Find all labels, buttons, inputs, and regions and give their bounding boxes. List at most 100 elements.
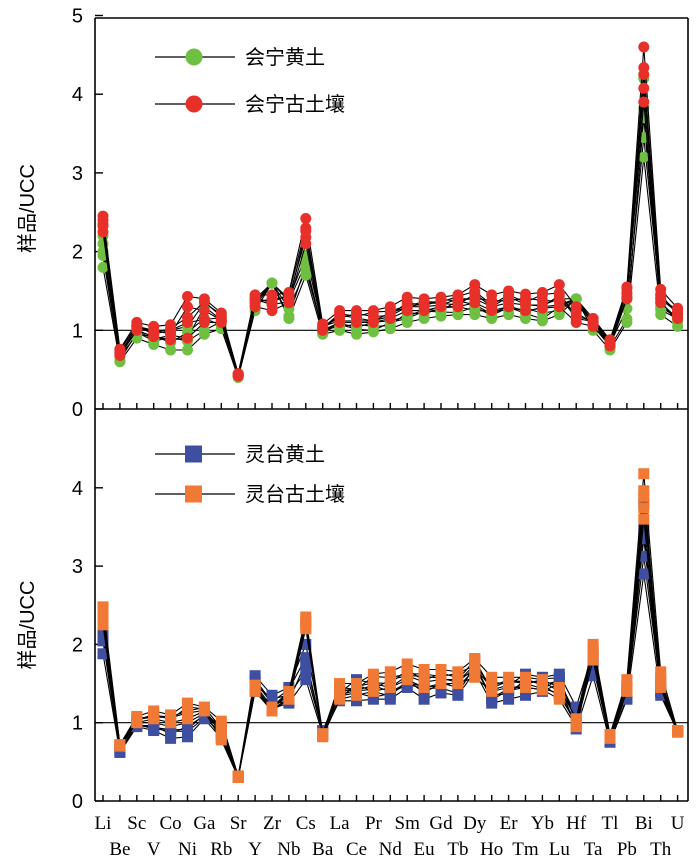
data-point	[570, 311, 582, 323]
data-point	[638, 62, 650, 74]
data-point	[182, 290, 193, 302]
data-point	[452, 666, 464, 678]
y-tick-label: 3	[72, 163, 83, 185]
data-point	[114, 343, 126, 355]
data-point	[435, 671, 447, 683]
data-point	[148, 320, 160, 332]
x-tick-label: Nb	[277, 839, 300, 860]
data-point	[486, 671, 498, 683]
data-point	[317, 318, 329, 330]
y-axis-label: 样品/UCC	[16, 164, 39, 253]
data-point	[367, 691, 379, 703]
data-point	[621, 281, 633, 293]
data-point	[367, 677, 379, 689]
y-tick-label: 1	[72, 320, 83, 342]
data-point	[401, 300, 413, 312]
legend-marker	[185, 95, 203, 113]
data-point	[520, 296, 531, 308]
data-point	[300, 674, 312, 686]
data-point	[249, 289, 261, 301]
y-tick-label: 5	[72, 6, 83, 28]
data-point	[283, 287, 295, 299]
data-point	[300, 652, 312, 664]
data-point	[469, 279, 481, 291]
y-tick-label: 2	[72, 242, 83, 264]
data-point	[300, 611, 312, 623]
data-point	[367, 668, 379, 680]
data-point	[520, 288, 531, 300]
legend-label: 会宁黄土	[245, 45, 325, 69]
data-point	[215, 729, 227, 741]
data-point	[655, 283, 667, 295]
data-point	[97, 610, 109, 622]
data-point	[452, 289, 464, 301]
x-tick-label: Ni	[178, 839, 197, 860]
data-point	[638, 485, 650, 497]
data-point	[266, 289, 278, 301]
data-point	[435, 663, 447, 675]
x-tick-label: Tl	[602, 813, 619, 834]
legend-marker	[185, 48, 203, 66]
data-point	[638, 502, 650, 514]
data-point	[182, 713, 193, 725]
data-point	[638, 82, 650, 94]
data-point	[638, 568, 650, 580]
x-tick-label: Bi	[635, 813, 653, 834]
data-point	[638, 533, 650, 545]
x-tick-label: Y	[248, 839, 262, 860]
data-point	[469, 652, 481, 664]
data-point	[300, 231, 312, 243]
data-point	[283, 685, 295, 697]
x-tick-label: Cs	[296, 813, 316, 834]
legend-label: 会宁古土壤	[245, 92, 345, 116]
data-point	[367, 305, 379, 317]
data-point	[587, 638, 599, 650]
data-point	[621, 674, 633, 686]
x-tick-label: Dy	[463, 813, 487, 834]
data-point	[638, 524, 650, 536]
data-point	[351, 678, 362, 690]
data-point	[334, 305, 346, 317]
data-point	[587, 648, 599, 660]
x-tick-label: Yb	[531, 813, 554, 834]
data-point	[198, 293, 210, 305]
data-point	[570, 293, 582, 305]
data-point	[384, 678, 396, 690]
data-point	[300, 222, 312, 234]
x-tick-label: Eu	[414, 839, 436, 860]
data-point	[553, 279, 565, 291]
data-point	[553, 668, 565, 680]
data-point	[300, 638, 312, 650]
x-tick-label: Sm	[395, 813, 421, 834]
data-point	[198, 305, 210, 317]
legend-label: 灵台古土壤	[245, 482, 345, 506]
data-point	[503, 671, 515, 683]
data-point	[587, 654, 599, 666]
x-tick-label: Gd	[429, 813, 453, 834]
data-point	[401, 658, 413, 670]
x-tick-label: Zr	[263, 813, 282, 834]
data-point	[655, 676, 667, 688]
data-point	[249, 670, 261, 682]
legend-marker	[185, 445, 202, 463]
data-point	[418, 663, 430, 675]
data-point	[401, 668, 413, 680]
x-tick-label: Pb	[617, 839, 637, 860]
data-point	[655, 292, 667, 304]
x-tick-label: Pr	[365, 813, 383, 834]
legend-marker	[185, 485, 202, 503]
series-paleosol	[97, 468, 684, 784]
y-tick-label: 4	[72, 84, 83, 106]
x-tick-label: Sr	[230, 813, 248, 834]
data-point	[638, 490, 650, 502]
data-point	[97, 218, 109, 230]
data-point	[182, 301, 193, 313]
data-point	[97, 619, 109, 631]
data-point	[503, 285, 515, 297]
x-tick-label: Li	[95, 813, 112, 834]
